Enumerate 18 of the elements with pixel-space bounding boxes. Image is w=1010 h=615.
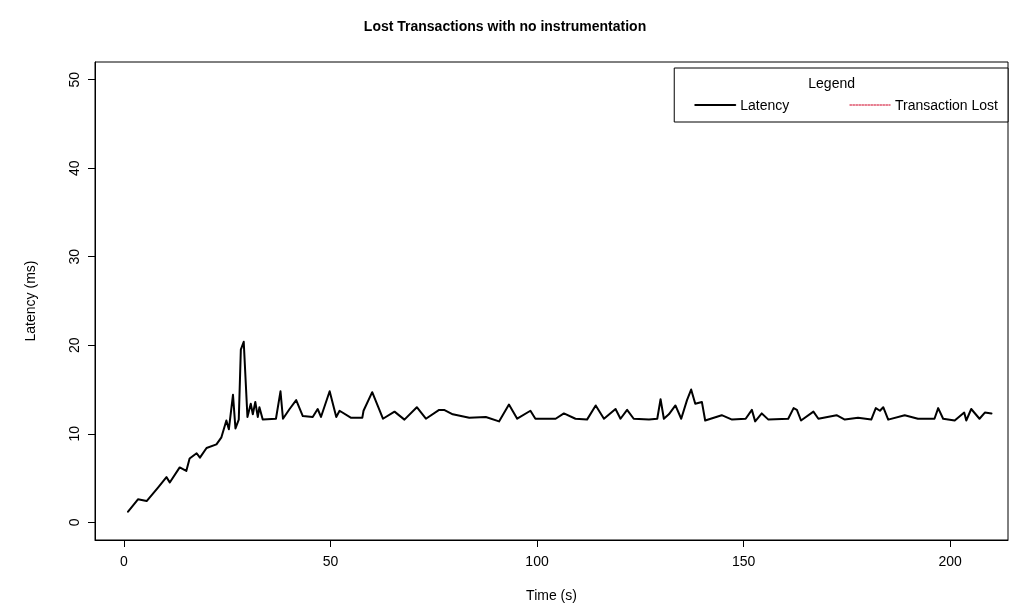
x-axis-title: Time (s) <box>526 587 577 603</box>
x-tick-label: 0 <box>120 553 129 569</box>
legend-label: Transaction Lost <box>895 97 999 113</box>
y-tick-label: 10 <box>66 425 82 442</box>
y-tick-label: 0 <box>66 518 82 527</box>
legend-title: Legend <box>808 75 855 91</box>
y-tick-label: 50 <box>66 71 82 88</box>
x-tick-label: 100 <box>525 553 549 569</box>
x-tick-label: 200 <box>938 553 963 569</box>
x-tick-label: 150 <box>731 553 756 569</box>
y-tick-label: 30 <box>66 248 82 265</box>
x-tick-label: 50 <box>322 553 339 569</box>
chart-title: Lost Transactions with no instrumentation <box>363 18 647 34</box>
y-axis-title: Latency (ms) <box>22 260 38 342</box>
line-series <box>127 340 993 513</box>
y-tick-label: 40 <box>66 160 82 177</box>
y-tick-label: 20 <box>66 337 82 354</box>
legend-label: Latency <box>740 97 790 113</box>
